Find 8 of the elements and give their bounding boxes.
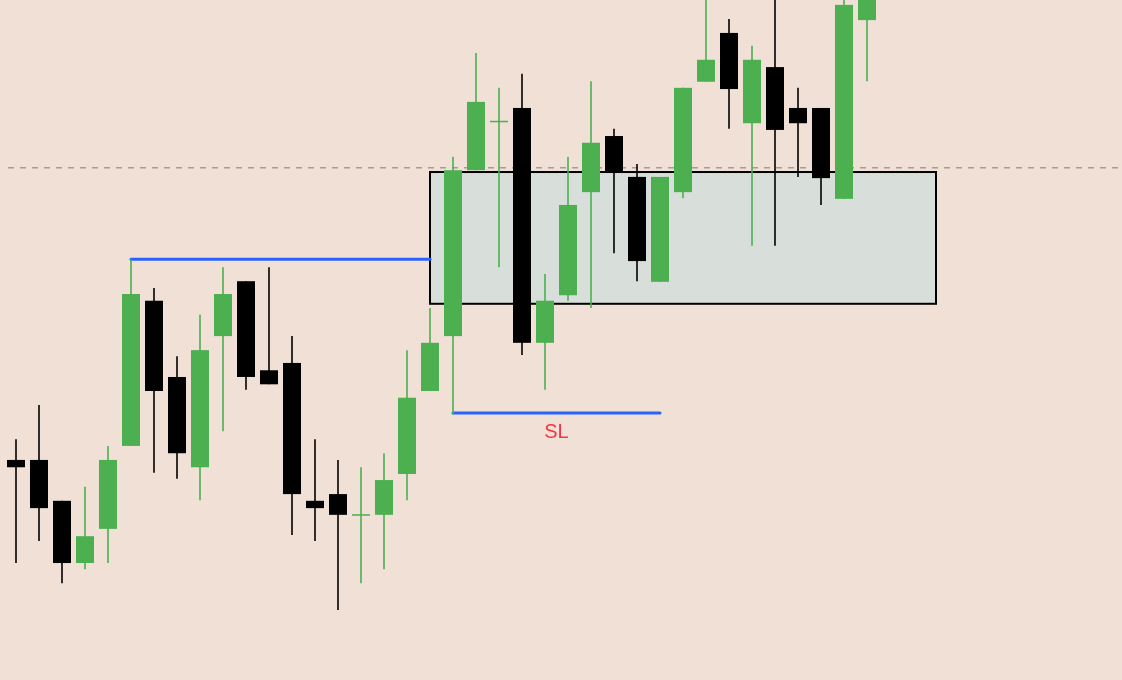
candlestick bbox=[352, 466, 370, 584]
candlestick bbox=[260, 266, 278, 386]
candlestick bbox=[306, 438, 324, 542]
candlestick bbox=[329, 459, 347, 611]
candlestick bbox=[7, 438, 25, 564]
candlestick bbox=[858, 0, 876, 82]
annotation: SL bbox=[544, 420, 569, 443]
candlestick bbox=[697, 0, 715, 83]
